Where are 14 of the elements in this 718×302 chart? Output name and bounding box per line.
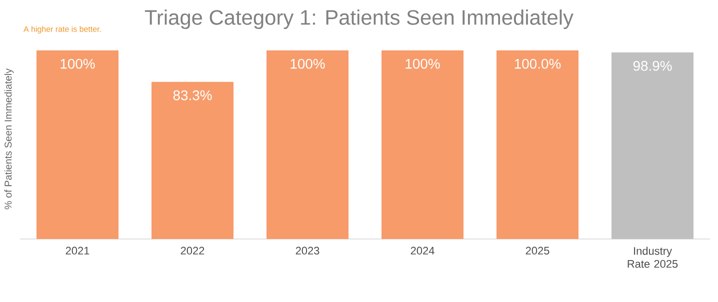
x-tick-label: 2021 bbox=[66, 246, 90, 255]
x-tick-label: 2024 bbox=[410, 246, 434, 255]
data-label: 98.9% bbox=[633, 60, 672, 71]
data-label: 100.0% bbox=[514, 58, 561, 69]
x-tick-label: 2025 bbox=[526, 246, 550, 255]
data-label: 100% bbox=[290, 58, 325, 69]
x-tick-label: 2023 bbox=[296, 246, 320, 255]
data-label: 100% bbox=[60, 58, 95, 69]
chart-title: Triage Category 1: Patients Seen Immediately bbox=[144, 10, 574, 30]
y-axis-title: % of Patients Seen Immediately bbox=[4, 68, 14, 210]
data-label: 83.3% bbox=[173, 90, 212, 100]
data-label: 100% bbox=[406, 58, 440, 69]
x-tick-label: 2022 bbox=[180, 246, 204, 255]
x-tick-label: Industry Rate 2025 bbox=[628, 246, 678, 268]
